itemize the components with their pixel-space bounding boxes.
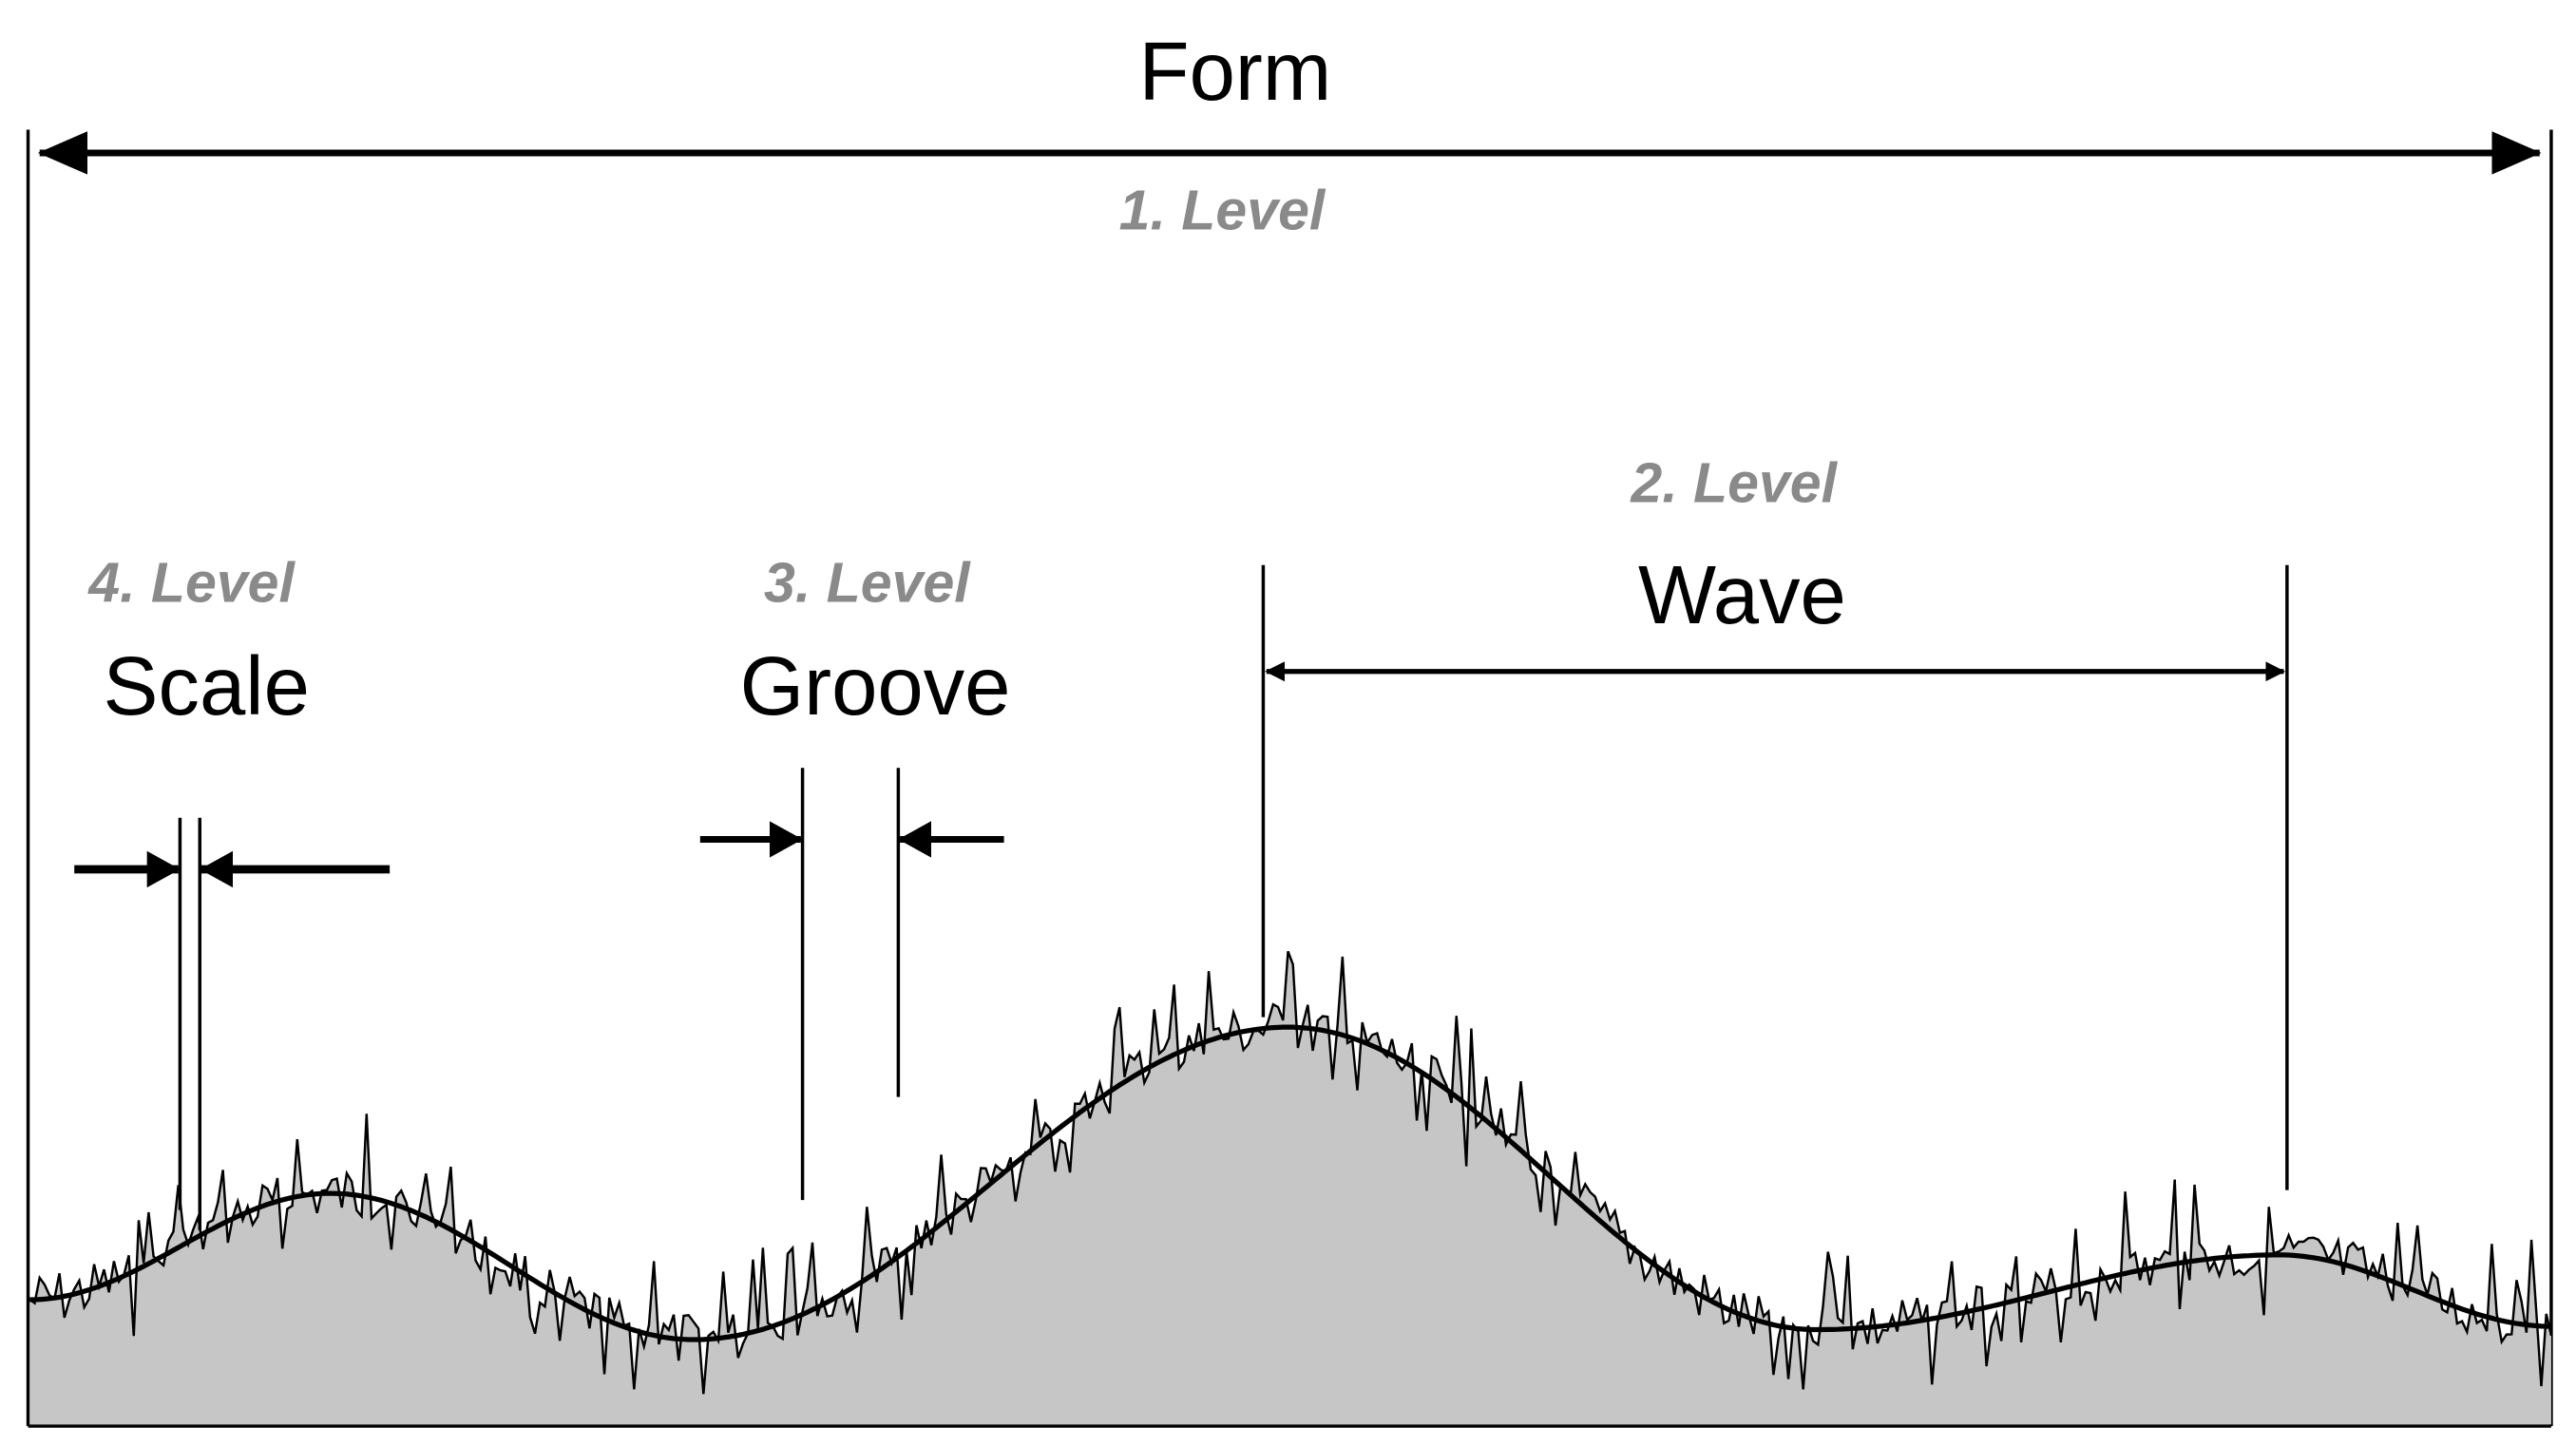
- wave-level-label: 2. Level: [1630, 450, 1838, 514]
- form-level-label: 1. Level: [1119, 178, 1326, 241]
- wave-title: Wave: [1638, 549, 1846, 641]
- form-title: Form: [1139, 26, 1332, 118]
- groove-title: Groove: [740, 640, 1011, 733]
- surface-profile-area: [29, 951, 2551, 1425]
- scale-level-label: 4. Level: [87, 550, 296, 614]
- roughness-trace: [29, 950, 2553, 1395]
- scale-title: Scale: [104, 640, 310, 733]
- waviness-curve: [29, 1024, 2551, 1342]
- groove-level-label: 3. Level: [764, 550, 971, 614]
